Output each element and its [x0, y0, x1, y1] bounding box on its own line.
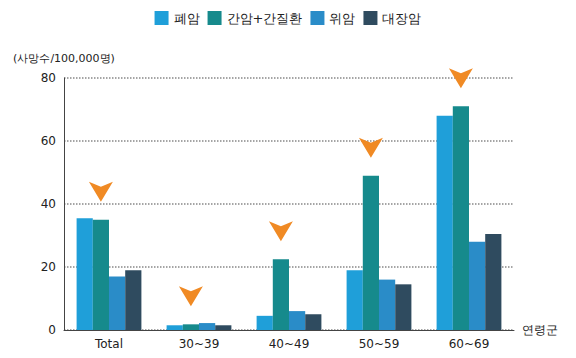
- svg-text:0: 0: [48, 323, 56, 337]
- svg-text:(사망수/100,000명): (사망수/100,000명): [13, 52, 115, 65]
- svg-text:간암+간질환: 간암+간질환: [227, 11, 303, 26]
- svg-text:60~69: 60~69: [449, 337, 490, 351]
- svg-text:40: 40: [41, 197, 56, 211]
- svg-text:연령군: 연령군: [522, 323, 558, 337]
- svg-text:40~49: 40~49: [269, 337, 310, 351]
- svg-text:60: 60: [41, 134, 56, 148]
- svg-text:80: 80: [41, 71, 56, 85]
- svg-text:20: 20: [41, 260, 56, 274]
- svg-text:50~59: 50~59: [359, 337, 400, 351]
- svg-text:폐암: 폐암: [174, 11, 200, 26]
- svg-text:위암: 위암: [329, 11, 355, 26]
- svg-text:30~39: 30~39: [179, 337, 220, 351]
- svg-text:Total: Total: [94, 337, 123, 351]
- svg-text:대장암: 대장암: [382, 11, 421, 26]
